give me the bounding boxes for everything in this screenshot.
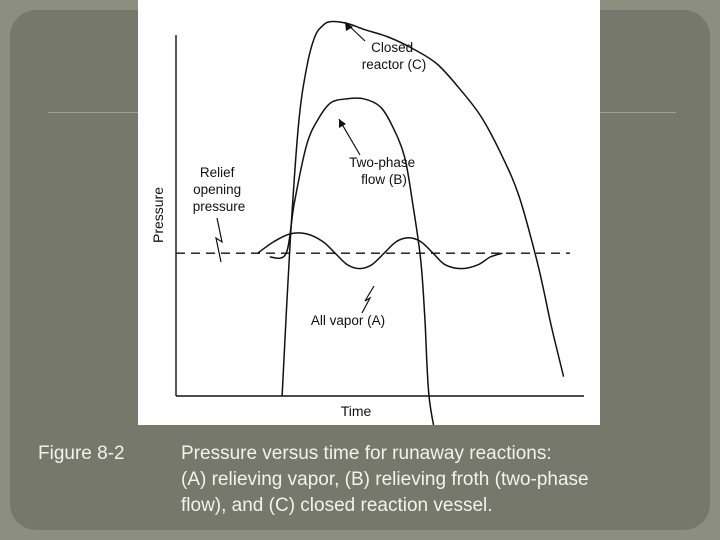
annotation-relief-line-2: opening xyxy=(193,182,241,197)
figure-caption-line-3: flow), and (C) closed reaction vessel. xyxy=(181,495,493,516)
annotation-two-phase-flow-line-1: Two-phase xyxy=(349,155,415,170)
series-line-closed-reactor xyxy=(281,20,565,397)
figure-caption-line-1: Pressure versus time for runaway reactio… xyxy=(181,443,552,464)
annotation-closed-reactor-arrowhead xyxy=(345,22,353,31)
annotation-closed-reactor: Closed reactor (C) xyxy=(362,40,427,72)
annotation-two-phase-flow: Two-phase flow (B) xyxy=(349,155,419,187)
annotation-two-phase-flow-arrowhead xyxy=(339,119,346,128)
annotation-closed-reactor-line-1: Closed xyxy=(371,40,413,55)
figure-caption-line-2: (A) relieving vapor, (B) relieving froth… xyxy=(181,469,589,490)
annotation-relief-line-1: Relief xyxy=(200,165,235,180)
x-axis-title: Time xyxy=(341,403,372,419)
annotation-all-vapor-zigzag-pointer xyxy=(361,285,375,314)
series-line-two-phase-flow xyxy=(269,97,435,425)
annotation-relief-opening-pressure: Relief opening pressure xyxy=(193,165,246,214)
annotation-closed-reactor-line-2: reactor (C) xyxy=(362,57,427,72)
figure-caption-label: Figure 8-2 xyxy=(38,443,125,464)
pressure-time-chart: Time Pressure Closed reactor (C) Two-pha… xyxy=(150,20,584,425)
figure-caption-text: Pressure versus time for runaway reactio… xyxy=(181,441,706,519)
annotation-relief-zigzag-pointer xyxy=(215,217,223,263)
figure-panel: Time Pressure Closed reactor (C) Two-pha… xyxy=(138,0,600,425)
annotation-two-phase-flow-line-2: flow (B) xyxy=(361,172,407,187)
annotation-all-vapor: All vapor (A) xyxy=(311,313,385,328)
series-line-all-vapor xyxy=(257,232,503,270)
y-axis-title: Pressure xyxy=(150,187,166,243)
annotation-relief-line-3: pressure xyxy=(193,199,246,214)
